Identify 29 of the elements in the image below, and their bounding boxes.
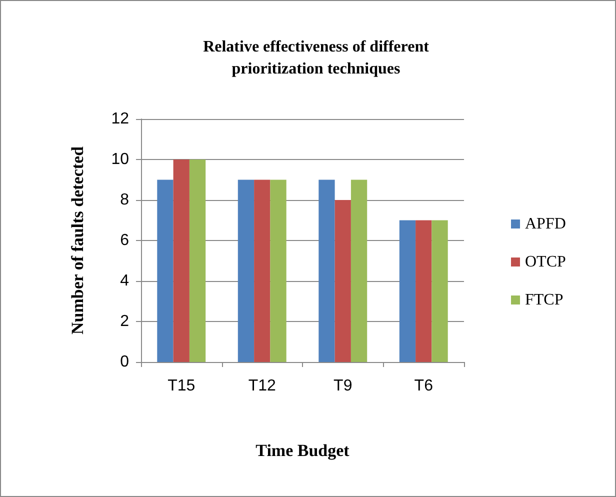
bar — [318, 180, 335, 362]
y-axis-title: Number of faults detected — [68, 146, 87, 335]
y-tick-label: 0 — [120, 354, 130, 370]
legend-label: OTCP — [525, 254, 566, 270]
y-tick-label: 10 — [111, 151, 130, 168]
x-tick-label: T9 — [334, 378, 352, 394]
y-tick-label: 8 — [120, 192, 130, 208]
y-tick-label: 2 — [120, 313, 130, 330]
y-tick-label: 6 — [120, 232, 130, 249]
bar — [399, 220, 416, 362]
bar — [350, 180, 368, 362]
legend-label: FTCP — [525, 292, 564, 308]
x-tick-label: T6 — [414, 378, 434, 394]
bar — [173, 160, 190, 362]
bar — [157, 180, 174, 362]
chart-title: Relative effectiveness of different prioritization techniques — [203, 38, 430, 78]
bar — [270, 180, 286, 362]
bar — [238, 180, 254, 362]
bar — [416, 220, 432, 362]
x-tick-label: T15 — [168, 378, 196, 394]
bar — [334, 200, 351, 362]
bar — [432, 220, 448, 362]
y-tick-label: 12 — [111, 110, 130, 128]
bar — [189, 160, 206, 362]
legend-label: APFD — [525, 216, 566, 232]
bar — [254, 180, 270, 362]
y-tick-label: 4 — [120, 272, 130, 290]
x-tick-label: T12 — [248, 378, 276, 394]
x-axis-title: Time Budget — [256, 441, 350, 460]
